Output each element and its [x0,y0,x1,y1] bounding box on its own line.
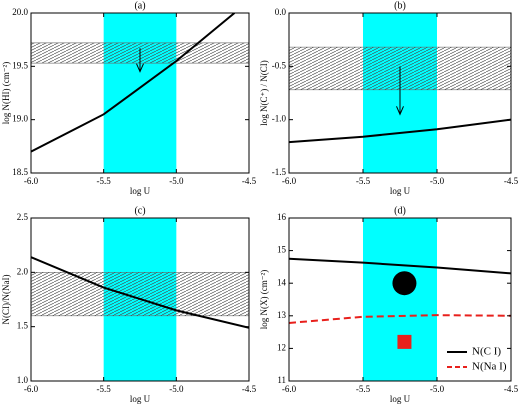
plot-area [289,13,511,173]
x-axis-label: log U [390,186,411,196]
panel-title: (b) [394,0,406,11]
x-tick-label: -4.5 [242,384,257,394]
x-tick-label: -4.5 [504,176,519,186]
cyan-band [363,218,437,381]
y-axis-label: log N(HI) (cm⁻²) [1,62,11,124]
y-tick-label: 20.0 [12,7,28,17]
y-tick-label: -1.5 [272,167,287,177]
y-axis-label: log N(C⁺) / N(CI) [259,60,269,126]
plot-area [31,218,249,381]
series-line [31,256,249,329]
x-tick-label: -5.0 [169,176,184,186]
plot-area [31,13,249,173]
y-tick-label: 14 [277,277,287,287]
panel-title: (a) [134,0,145,11]
x-tick-label: -6.0 [282,384,297,394]
marker-square [397,334,412,349]
x-tick-label: -5.5 [356,384,371,394]
x-tick-label: -6.0 [24,384,39,394]
y-tick-label: 0.0 [275,7,287,17]
y-axis-label: N(CI)/N(NaI) [1,275,11,325]
x-tick-label: -5.5 [97,384,112,394]
y-tick-label: 19.5 [12,60,28,70]
y-tick-label: 2.0 [17,266,29,276]
plot-frame [30,217,250,382]
x-tick-label: -5.0 [430,384,445,394]
panel-title: (c) [134,205,145,216]
x-tick-label: -5.0 [169,384,184,394]
panel-title: (d) [394,205,406,216]
x-axis-label: log U [130,186,151,196]
x-tick-label: -5.5 [356,176,371,186]
y-tick-label: 12 [277,342,286,352]
y-tick-label: 2.5 [17,212,29,222]
plot-frame [288,12,512,174]
y-tick-label: 1.0 [17,375,29,385]
x-tick-label: -4.5 [504,384,519,394]
y-tick-label: 13 [277,310,287,320]
legend-label: N(Na I) [472,361,507,373]
legend-label: N(C I) [472,346,501,358]
plot-frame [288,217,512,382]
y-tick-label: 15 [277,245,287,255]
plot-frame [30,12,250,174]
y-tick-label: -0.5 [272,60,287,70]
series-line [289,314,511,324]
x-axis-label: log U [130,394,151,404]
y-tick-label: 16 [277,212,287,222]
series-line [289,118,511,144]
y-tick-label: 1.5 [17,321,29,331]
series-line [289,257,511,275]
y-tick-label: 19.0 [12,114,28,124]
x-tick-label: -4.5 [242,176,257,186]
arrow-head [396,106,404,116]
x-axis-label: log U [390,394,411,404]
y-tick-label: -1.0 [272,114,287,124]
y-axis-label: log N(X) (cm⁻²) [259,270,269,329]
cyan-band [103,13,177,173]
y-tick-label: 11 [277,375,286,385]
arrow-head [136,63,144,73]
hatched-band [31,272,249,317]
series-line [31,13,236,153]
x-tick-label: -6.0 [282,176,297,186]
x-tick-label: -6.0 [24,176,39,186]
x-tick-label: -5.5 [97,176,112,186]
marker-circle [392,271,417,296]
x-tick-label: -5.0 [430,176,445,186]
y-tick-label: 18.5 [12,167,28,177]
plot-area [289,218,511,381]
